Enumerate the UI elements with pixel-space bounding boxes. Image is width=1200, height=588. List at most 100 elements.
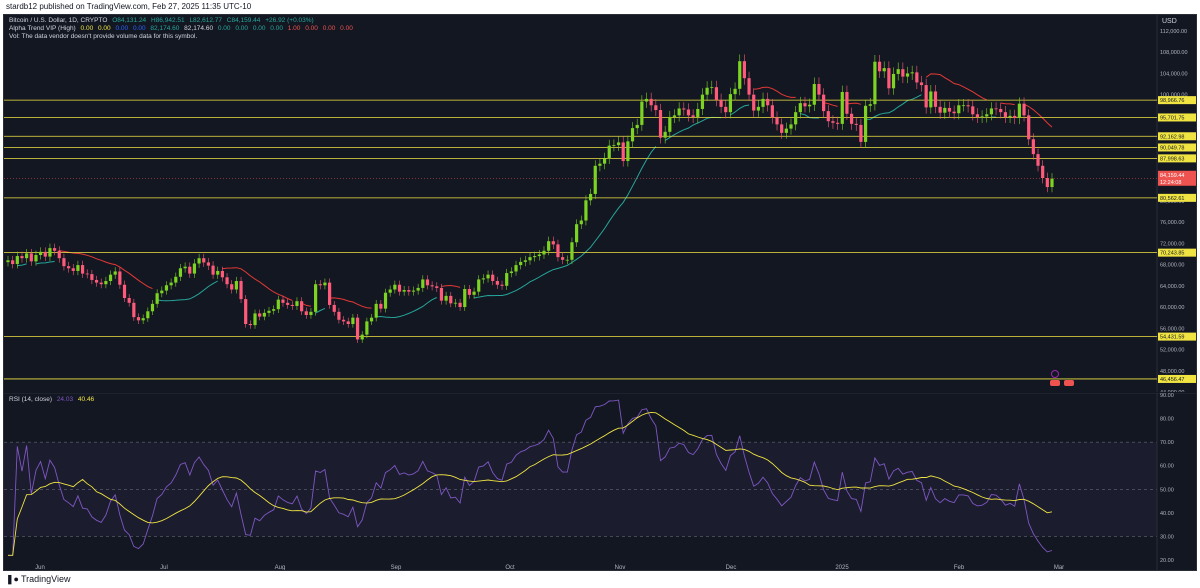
level-label-bg [1158, 132, 1196, 141]
candle-body [663, 131, 667, 138]
published-header: stardb12 published on TradingView.com, F… [0, 0, 1200, 14]
candle-body [20, 256, 24, 259]
price-tick-label: 64,000.00 [1160, 284, 1184, 290]
candle-body [938, 106, 942, 113]
symbol-title[interactable]: Bitcoin / U.S. Dollar, 1D, CRYPTO [9, 17, 108, 24]
candle-body [444, 295, 448, 301]
candle-body [43, 251, 47, 257]
alpha-trend-legend[interactable]: Alpha Trend VIP (High) 0.00 0.00 0.00 0.… [9, 25, 356, 33]
candle-body [514, 265, 518, 272]
time-axis-label: Aug [275, 565, 286, 571]
alpha-value: 82,174.60 [184, 25, 214, 32]
candle-body [1031, 139, 1035, 155]
ohlc-high: H86,942.51 [151, 17, 185, 24]
candle-body [575, 224, 579, 243]
candle-body [472, 291, 476, 295]
alpha-trend-name[interactable]: Alpha Trend VIP (High) [9, 25, 76, 32]
candle-body [281, 299, 285, 303]
candle-body [234, 281, 238, 290]
rsi-title[interactable]: RSI (14, close) [9, 396, 52, 403]
candle-body [402, 290, 406, 292]
candle-body [985, 114, 989, 117]
candle-body [877, 61, 882, 72]
candle-body [1008, 115, 1012, 117]
candle-body [854, 123, 858, 125]
candle-body [905, 73, 910, 77]
candle-body [132, 302, 136, 318]
rsi-line [8, 399, 1053, 556]
rsi-chart[interactable]: 90.00 80.00 70.00 60.00 50.00 40.00 30.00 20.00… [4, 393, 1197, 571]
currency-badge[interactable]: USD [1162, 18, 1177, 25]
candle-body [435, 286, 439, 288]
candle-body [397, 284, 402, 292]
candle-body [859, 124, 863, 142]
tradingview-logo[interactable]: ❚● TradingView [6, 574, 71, 585]
time-axis-label: Oct [505, 565, 515, 571]
candle-body [327, 282, 332, 305]
published-text: stardb12 published on TradingView.com, F… [6, 2, 252, 11]
candle-body [449, 295, 453, 304]
candle-body [579, 220, 583, 225]
candle-body [705, 87, 709, 95]
candle-body [220, 270, 224, 278]
candle-body [644, 98, 649, 102]
candle-body [789, 124, 793, 129]
alpha-value: 0.00 [270, 25, 283, 32]
candle-body [407, 290, 411, 292]
candle-body [682, 108, 686, 110]
candle-body [621, 142, 625, 162]
candle-body [1027, 115, 1031, 140]
alpha-value: 0.00 [132, 25, 146, 32]
alpha-value: 0.00 [340, 25, 353, 32]
candle-body [868, 104, 872, 106]
candle-body [34, 255, 38, 262]
candle-body [542, 250, 546, 255]
tradingview-logo-text: TradingView [20, 574, 71, 584]
ohlc-change: +26.92 (+0.03%) [265, 17, 314, 24]
candle-body [686, 109, 691, 116]
candle-body [724, 106, 728, 113]
level-label-bg [1158, 143, 1196, 152]
chart-pane[interactable]: 112,000.00 108,000.00 104,000.00 100,000.00… [3, 14, 1197, 571]
candle-body [845, 91, 849, 114]
candle-body [752, 94, 756, 111]
candle-body [957, 105, 961, 114]
rsi-tick-label: 90.00 [1160, 393, 1174, 399]
candle-body [887, 68, 891, 89]
candle-body [425, 279, 430, 286]
candle-body [206, 262, 211, 266]
candle-body [1036, 154, 1040, 166]
candle-body [332, 304, 336, 312]
price-chart[interactable]: 112,000.00 108,000.00 104,000.00 100,000.00… [4, 15, 1197, 392]
candle-body [1041, 165, 1045, 179]
candle-body [118, 271, 122, 285]
level-label: 95,701.75 [1160, 115, 1184, 121]
candle-body [602, 158, 607, 164]
time-axis-label: Sep [391, 565, 402, 571]
symbol-legend[interactable]: Bitcoin / U.S. Dollar, 1D, CRYPTO O84,13… [9, 17, 317, 25]
candle-body [947, 107, 952, 112]
candle-body [6, 260, 10, 263]
candle-body [1045, 178, 1049, 188]
volume-note: Vol: The data vendor doesn't provide vol… [9, 33, 198, 40]
event-flag-icon [1064, 380, 1074, 386]
trend-line-down [59, 73, 1053, 309]
candle-body [94, 279, 99, 283]
alpha-value: 82,174.60 [150, 25, 180, 32]
candle-body [174, 276, 178, 283]
candle-body [458, 302, 462, 308]
candle-body [286, 302, 290, 305]
candle-body [924, 85, 928, 108]
candle-body [836, 122, 840, 124]
rsi-legend[interactable]: RSI (14, close) 24.03 40.46 [9, 396, 97, 404]
candle-body [840, 91, 844, 124]
candle-body [798, 103, 802, 113]
candle-body [952, 111, 956, 114]
candle-body [248, 324, 252, 326]
candle-body [39, 251, 43, 256]
candle-body [533, 256, 537, 258]
candle-body [99, 282, 103, 285]
candle-body [374, 303, 378, 318]
level-label: 80,562.61 [1160, 196, 1184, 202]
candle-body [66, 266, 71, 269]
